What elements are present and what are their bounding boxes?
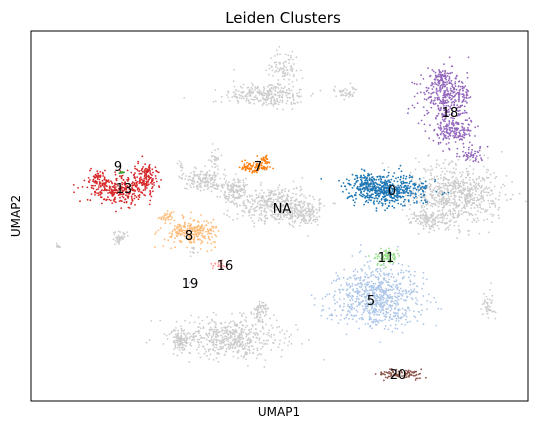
cluster-18-points [407, 56, 489, 163]
x-axis-label: UMAP1 [258, 405, 300, 419]
cluster-label-0: 0 [388, 184, 396, 199]
cluster-16-points [210, 259, 226, 269]
cluster-label-18: 18 [442, 106, 459, 121]
cluster-11-points [368, 247, 401, 269]
cluster-9-points [118, 171, 125, 175]
cluster-label-5: 5 [367, 294, 375, 309]
cluster-0-points [320, 164, 450, 212]
cluster-7-points [238, 154, 274, 174]
cluster-label-9: 9 [114, 160, 122, 175]
cluster-19-points [188, 281, 192, 284]
chart-title: Leiden Clusters [225, 9, 341, 27]
cluster-label-20: 20 [390, 368, 407, 383]
cluster-label-7: 7 [254, 160, 262, 175]
cluster-label-na: NA [273, 202, 292, 217]
cluster-label-16: 16 [217, 259, 234, 274]
cluster-na-points [55, 45, 527, 368]
cluster-labels: 0 5 7 8 9 11 13 16 18 19 20 NA [114, 106, 458, 383]
cluster-label-11: 11 [378, 251, 395, 266]
cluster-label-19: 19 [182, 277, 199, 292]
plot-border [30, 30, 529, 402]
y-axis-label: UMAP2 [9, 195, 23, 237]
cluster-20-points [374, 368, 427, 382]
cluster-label-8: 8 [185, 229, 193, 244]
cluster-5-points [310, 244, 443, 343]
cluster-8-points [154, 210, 220, 253]
cluster-label-13: 13 [116, 182, 133, 197]
scatter-points [55, 45, 527, 382]
cluster-13-points [72, 155, 162, 213]
